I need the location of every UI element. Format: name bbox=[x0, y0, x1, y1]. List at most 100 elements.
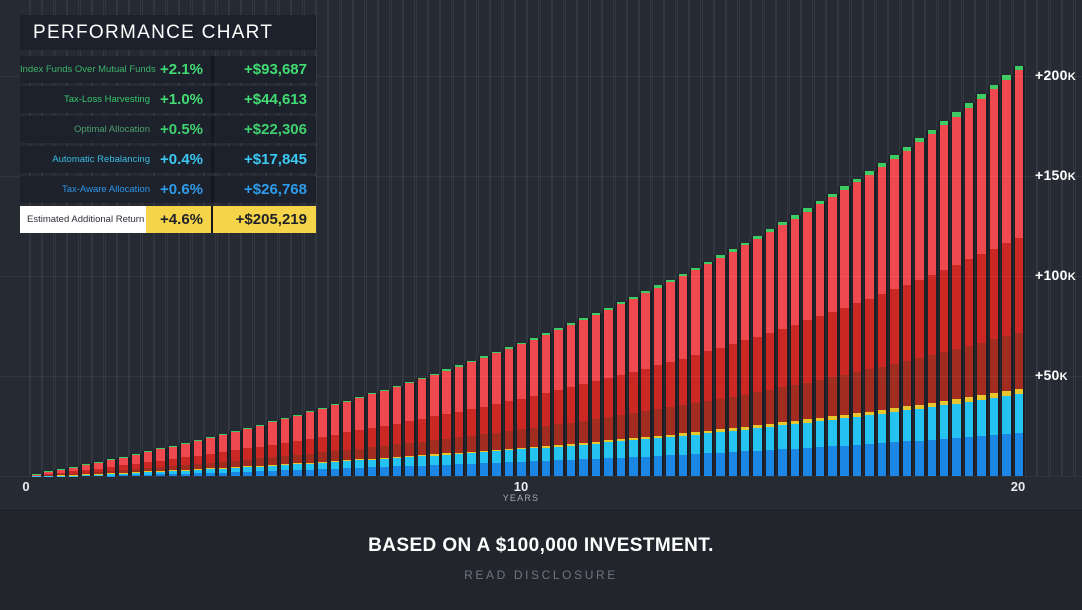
bar[interactable] bbox=[255, 424, 265, 476]
bar[interactable] bbox=[989, 84, 999, 476]
bar[interactable] bbox=[454, 365, 464, 476]
bar[interactable] bbox=[703, 261, 713, 476]
bar-segment-blue bbox=[877, 443, 887, 476]
bar[interactable] bbox=[193, 439, 203, 476]
bar[interactable] bbox=[566, 323, 576, 476]
bar[interactable] bbox=[380, 389, 389, 476]
bar[interactable] bbox=[902, 146, 912, 476]
bar-segment-green-cap bbox=[231, 430, 240, 432]
bar[interactable] bbox=[678, 273, 688, 476]
bar[interactable] bbox=[504, 347, 514, 476]
bar[interactable] bbox=[641, 291, 650, 476]
bar[interactable] bbox=[492, 351, 501, 476]
bar-segment-green-cap bbox=[1002, 75, 1011, 81]
bar[interactable] bbox=[106, 459, 116, 476]
bar[interactable] bbox=[815, 201, 825, 476]
bar-segment-green-cap bbox=[753, 235, 762, 239]
bar[interactable] bbox=[367, 393, 377, 476]
bar[interactable] bbox=[44, 471, 53, 477]
vertical-gridline-pair bbox=[1048, 0, 1051, 476]
bar-segment-dark-red bbox=[703, 351, 713, 402]
total-amount: +$205,219 bbox=[213, 206, 316, 233]
bar[interactable] bbox=[890, 154, 899, 476]
bar[interactable] bbox=[517, 342, 526, 476]
bar[interactable] bbox=[156, 448, 165, 476]
bar[interactable] bbox=[206, 437, 215, 476]
bar-segment-blue bbox=[666, 455, 675, 476]
bar[interactable] bbox=[280, 418, 290, 476]
bar[interactable] bbox=[629, 296, 638, 476]
bar[interactable] bbox=[355, 397, 364, 476]
bar[interactable] bbox=[218, 434, 228, 476]
bar[interactable] bbox=[268, 421, 277, 476]
bar[interactable] bbox=[168, 445, 178, 476]
bar[interactable] bbox=[392, 385, 402, 476]
read-disclosure-link[interactable]: READ DISCLOSURE bbox=[464, 568, 618, 582]
bar[interactable] bbox=[442, 369, 451, 476]
bar[interactable] bbox=[1014, 65, 1024, 476]
bar[interactable] bbox=[119, 456, 128, 476]
bar[interactable] bbox=[231, 430, 240, 476]
bar[interactable] bbox=[318, 407, 327, 476]
bar[interactable] bbox=[753, 235, 762, 476]
bar[interactable] bbox=[740, 242, 750, 476]
bar[interactable] bbox=[977, 94, 986, 476]
bar[interactable] bbox=[143, 451, 153, 476]
bar[interactable] bbox=[790, 215, 800, 476]
bar-segment-blue bbox=[790, 448, 800, 476]
bar[interactable] bbox=[467, 360, 476, 476]
bar[interactable] bbox=[616, 302, 626, 476]
bar[interactable] bbox=[765, 229, 775, 476]
bar[interactable] bbox=[430, 373, 439, 476]
bar-segment-blue bbox=[280, 470, 290, 476]
bar[interactable] bbox=[716, 255, 725, 476]
bar[interactable] bbox=[131, 453, 140, 476]
bar[interactable] bbox=[529, 338, 538, 476]
bar[interactable] bbox=[939, 121, 949, 476]
bar[interactable] bbox=[405, 381, 414, 476]
bar[interactable] bbox=[417, 377, 427, 476]
bar[interactable] bbox=[840, 186, 849, 476]
bar[interactable] bbox=[479, 356, 489, 476]
vertical-gridline-pair bbox=[948, 0, 952, 476]
bar[interactable] bbox=[293, 414, 302, 476]
bar[interactable] bbox=[915, 138, 924, 476]
vertical-gridline-pair bbox=[401, 0, 405, 476]
vertical-gridline-pair bbox=[426, 0, 429, 476]
bar[interactable] bbox=[803, 208, 812, 476]
bar[interactable] bbox=[865, 170, 874, 476]
bar[interactable] bbox=[541, 333, 551, 476]
bar[interactable] bbox=[728, 249, 737, 476]
bar-segment-blue bbox=[616, 457, 626, 476]
bar-segment-light-red bbox=[566, 325, 576, 388]
bar[interactable] bbox=[330, 404, 339, 476]
bar[interactable] bbox=[554, 328, 563, 476]
bar[interactable] bbox=[666, 279, 675, 476]
bar[interactable] bbox=[927, 129, 936, 476]
bar[interactable] bbox=[579, 318, 588, 476]
bar[interactable] bbox=[653, 285, 663, 476]
bar[interactable] bbox=[94, 461, 103, 477]
bar[interactable] bbox=[56, 469, 66, 477]
bar[interactable] bbox=[342, 400, 352, 476]
bar[interactable] bbox=[305, 411, 315, 476]
bar[interactable] bbox=[852, 178, 862, 476]
bar[interactable] bbox=[778, 222, 787, 476]
bar[interactable] bbox=[828, 193, 837, 476]
bar-segment-dark-red bbox=[342, 432, 352, 450]
bar[interactable] bbox=[604, 307, 613, 476]
bar[interactable] bbox=[81, 464, 91, 477]
bar[interactable] bbox=[69, 466, 78, 477]
bar[interactable] bbox=[243, 427, 252, 476]
bar[interactable] bbox=[181, 442, 190, 476]
bar-segment-yellow-sliver bbox=[554, 444, 563, 447]
bar[interactable] bbox=[691, 267, 700, 476]
bar[interactable] bbox=[591, 312, 601, 476]
bar[interactable] bbox=[952, 112, 961, 476]
bar-segment-blue bbox=[430, 465, 439, 476]
bar[interactable] bbox=[1002, 75, 1011, 476]
bar[interactable] bbox=[877, 162, 887, 476]
bar[interactable] bbox=[32, 473, 41, 477]
bar[interactable] bbox=[964, 103, 974, 476]
bar-segment-yellow-sliver bbox=[666, 434, 675, 437]
